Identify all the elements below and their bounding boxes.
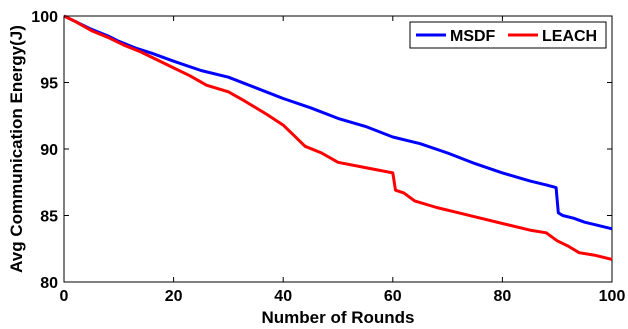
plot-area — [63, 14, 613, 283]
x-tick-label: 80 — [494, 288, 512, 305]
x-tick-label: 60 — [384, 288, 402, 305]
x-tick-label: 40 — [274, 288, 292, 305]
ticks-layer — [63, 15, 613, 283]
y-tick-label: 80 — [40, 275, 58, 292]
y-axis-label: Avg Communication Energy(J) — [7, 25, 26, 273]
x-tick-labels: 0 20 40 60 80 100 — [60, 288, 626, 305]
y-tick-labels: 80 85 90 95 100 — [31, 9, 58, 292]
y-tick-label: 100 — [31, 9, 58, 26]
series-line-leach — [63, 14, 613, 261]
legend-label-leach: LEACH — [542, 28, 597, 45]
y-tick-label: 95 — [40, 76, 58, 93]
y-tick-label: 90 — [40, 142, 58, 159]
x-axis-label: Number of Rounds — [262, 308, 415, 327]
series-line-msdf — [63, 14, 613, 231]
legend-label-msdf: MSDF — [450, 28, 496, 45]
x-tick-label: 0 — [60, 288, 69, 305]
y-tick-label: 85 — [40, 209, 58, 226]
legend: MSDF LEACH — [409, 21, 607, 49]
series-layer — [63, 14, 613, 261]
x-tick-label: 100 — [599, 288, 626, 305]
x-tick-label: 20 — [165, 288, 183, 305]
